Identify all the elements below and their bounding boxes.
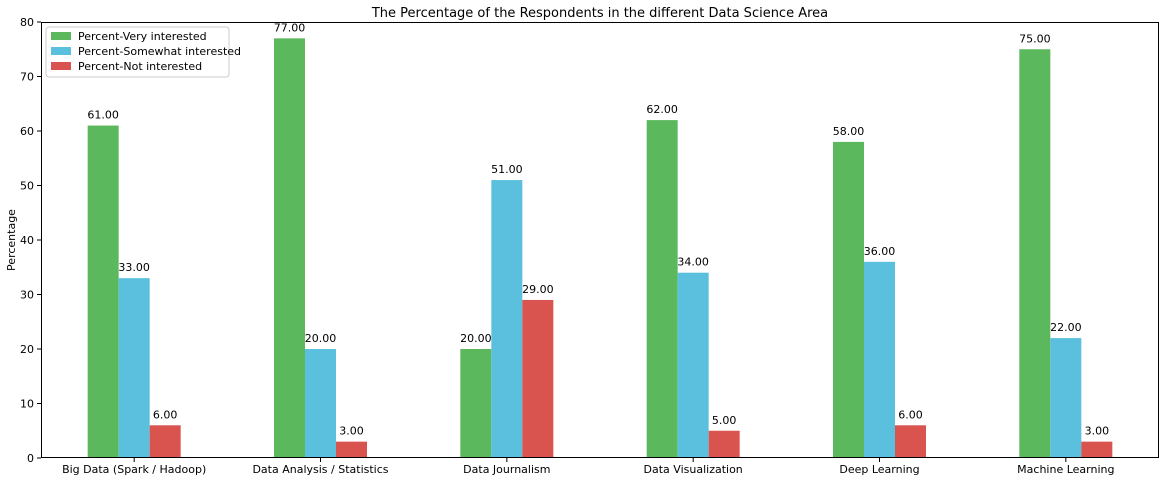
y-tick-label: 50 (20, 180, 34, 193)
value-label-3-5: 6.00 (898, 408, 923, 421)
y-tick-label: 80 (20, 16, 34, 29)
x-tick-label: Machine Learning (1017, 463, 1114, 476)
y-tick-label: 20 (20, 343, 34, 356)
bar-3-1 (149, 425, 181, 458)
plot-frame (41, 22, 1159, 458)
value-label-1-6: 75.00 (1019, 32, 1051, 45)
bar-3-5 (895, 425, 926, 458)
value-label-3-6: 3.00 (1085, 425, 1110, 438)
x-tick-label: Data Analysis / Statistics (252, 463, 388, 476)
x-tick-label: Deep Learning (839, 463, 919, 476)
x-tick-label: Big Data (Spark / Hadoop) (62, 463, 206, 476)
y-axis-label: Percentage (5, 209, 18, 271)
bar-1-4 (646, 120, 678, 458)
bar-1-6 (1019, 49, 1051, 458)
value-label-1-4: 62.00 (646, 103, 678, 116)
y-tick-label: 0 (27, 452, 34, 465)
bar-3-3 (522, 299, 554, 458)
chart-title: The Percentage of the Respondents in the… (371, 6, 828, 21)
bar-1-1 (87, 125, 119, 459)
value-label-2-6: 22.00 (1050, 321, 1082, 334)
y-tick-label: 60 (20, 125, 34, 138)
y-tick-label: 30 (20, 289, 34, 302)
bar-2-3 (491, 180, 523, 459)
legend-label-1: Percent-Very interested (78, 30, 207, 43)
value-label-2-4: 34.00 (677, 256, 709, 269)
bar-2-2 (305, 349, 336, 458)
bar-3-6 (1081, 441, 1113, 458)
bar-1-3 (460, 349, 492, 458)
bar-2-5 (864, 261, 895, 458)
value-label-1-3: 20.00 (460, 332, 492, 345)
y-tick-label: 70 (20, 71, 34, 84)
bar-2-4 (677, 272, 709, 458)
x-tick-label: Data Visualization (644, 463, 743, 476)
y-tick-label: 40 (20, 234, 34, 247)
value-label-1-2: 77.00 (274, 21, 306, 34)
y-tick-label: 10 (20, 398, 34, 411)
bar-3-2 (336, 441, 367, 458)
value-label-2-2: 20.00 (305, 332, 337, 345)
legend-label-3: Percent-Not interested (78, 60, 202, 73)
legend-swatch-1 (51, 32, 71, 40)
value-labels-layer: 61.00 33.00 6.00 77.00 20.00 3.00 20.00 51.00 29… (87, 21, 1109, 437)
bar-3-4 (708, 430, 740, 458)
x-tick-label: Data Journalism (463, 463, 550, 476)
bar-2-1 (118, 278, 150, 458)
legend-box (45, 26, 230, 78)
bar-2-6 (1050, 338, 1082, 458)
value-label-2-3: 51.00 (491, 163, 523, 176)
axes-layer: Big Data (Spark / Hadoop) Data Analysis /… (20, 16, 1159, 476)
legend-swatch-2 (51, 47, 71, 55)
legend: Percent-Very interested Percent-Somewhat … (45, 26, 241, 78)
value-label-3-1: 6.00 (153, 408, 178, 421)
legend-label-2: Percent-Somewhat interested (78, 45, 241, 58)
value-label-1-5: 58.00 (833, 125, 865, 138)
legend-swatch-3 (51, 62, 71, 70)
value-label-3-4: 5.00 (712, 414, 737, 427)
value-label-3-3: 29.00 (522, 283, 554, 296)
value-label-2-1: 33.00 (118, 261, 150, 274)
value-label-1-1: 61.00 (87, 109, 119, 122)
bar-1-5 (833, 141, 864, 458)
value-label-3-2: 3.00 (339, 425, 364, 438)
bar-1-2 (274, 38, 305, 458)
value-label-2-5: 36.00 (864, 245, 896, 258)
bars-layer (87, 38, 1113, 459)
